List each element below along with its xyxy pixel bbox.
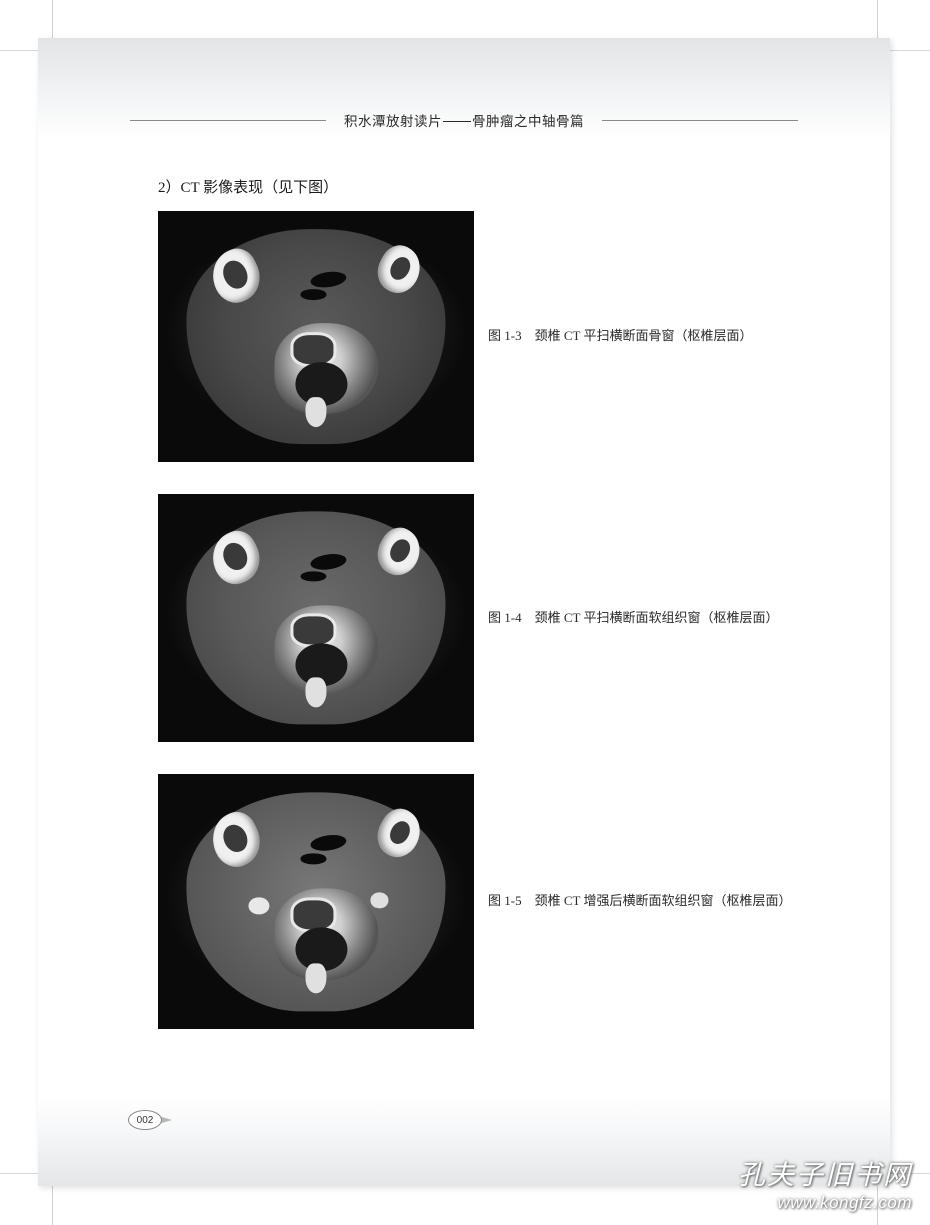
page-number: 002 [137, 1115, 154, 1126]
page-number-badge: 002 [128, 1104, 178, 1136]
header-title-right: 骨肿瘤之中轴骨篇 [472, 114, 584, 129]
watermark-url: www.kongfz.com [738, 1193, 912, 1213]
header-title: 积水潭放射读片 骨肿瘤之中轴骨篇 [326, 110, 602, 130]
figure-image-1-5 [158, 774, 474, 1029]
figure-caption: 图 1-5 颈椎 CT 增强后横断面软组织窗（枢椎层面） [488, 891, 791, 912]
figure-caption: 图 1-3 颈椎 CT 平扫横断面骨窗（枢椎层面） [488, 326, 752, 347]
header-dash-icon [443, 121, 471, 122]
ct-scan-placeholder [158, 774, 474, 1029]
header-rule-left [130, 120, 326, 121]
watermark-site-name: 孔夫子旧书网 [738, 1161, 912, 1191]
watermark: 孔夫子旧书网 www.kongfz.com [738, 1161, 912, 1213]
header-rule-right [602, 120, 798, 121]
ct-scan-placeholder [158, 494, 474, 742]
figures-column: 图 1-3 颈椎 CT 平扫横断面骨窗（枢椎层面） [158, 211, 818, 1061]
figure-image-1-4 [158, 494, 474, 742]
figure-row: 图 1-4 颈椎 CT 平扫横断面软组织窗（枢椎层面） [158, 494, 818, 742]
book-page: 积水潭放射读片 骨肿瘤之中轴骨篇 2）CT 影像表现（见下图） [38, 38, 890, 1186]
ct-scan-placeholder [158, 211, 474, 462]
badge-ellipse: 002 [128, 1110, 162, 1130]
figure-image-1-3 [158, 211, 474, 462]
section-heading: 2）CT 影像表现（见下图） [158, 176, 338, 197]
figure-caption: 图 1-4 颈椎 CT 平扫横断面软组织窗（枢椎层面） [488, 608, 778, 629]
figure-row: 图 1-5 颈椎 CT 增强后横断面软组织窗（枢椎层面） [158, 774, 818, 1029]
running-header: 积水潭放射读片 骨肿瘤之中轴骨篇 [38, 110, 890, 130]
figure-row: 图 1-3 颈椎 CT 平扫横断面骨窗（枢椎层面） [158, 211, 818, 462]
header-title-left: 积水潭放射读片 [344, 114, 442, 129]
